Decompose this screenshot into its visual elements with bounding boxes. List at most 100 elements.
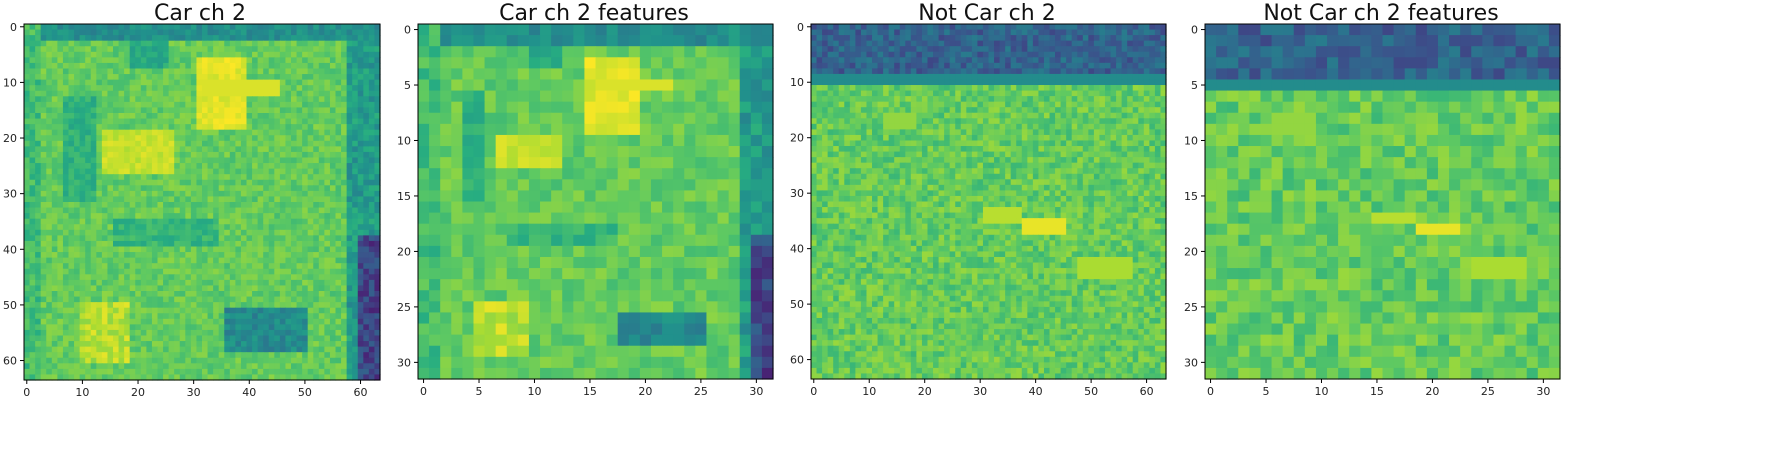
heatmap-cell xyxy=(240,185,248,192)
heatmap-cell xyxy=(118,190,125,198)
heatmap-cell xyxy=(573,79,585,92)
heatmap-cell xyxy=(96,101,103,109)
heatmap-cell xyxy=(29,101,36,109)
heatmap-cell xyxy=(352,179,359,186)
heatmap-cell xyxy=(706,201,719,214)
heatmap-cell xyxy=(213,218,220,225)
heatmap-cell xyxy=(135,202,142,209)
heatmap-cell xyxy=(196,224,203,231)
heatmap-cell xyxy=(202,29,209,36)
heatmap-cell xyxy=(473,90,486,103)
heatmap-cell xyxy=(451,279,463,291)
heatmap-cell xyxy=(96,124,103,131)
heatmap-cell xyxy=(274,296,281,303)
heatmap-cell xyxy=(179,185,186,192)
heatmap-cell xyxy=(257,79,264,86)
heatmap-cell xyxy=(79,346,86,353)
heatmap-cell xyxy=(90,124,97,131)
heatmap-cell xyxy=(57,157,64,164)
heatmap-cell xyxy=(107,296,114,303)
heatmap-cell xyxy=(268,329,275,337)
heatmap-cell xyxy=(324,185,331,192)
heatmap-cell xyxy=(174,357,181,364)
heatmap-cell xyxy=(318,296,325,303)
heatmap-cell xyxy=(196,279,203,287)
heatmap-cell xyxy=(174,229,181,236)
heatmap-cell xyxy=(285,207,292,214)
heatmap-cell xyxy=(695,123,708,136)
heatmap-cell xyxy=(462,146,475,158)
heatmap-cell xyxy=(263,163,270,170)
heatmap-cell xyxy=(146,101,153,109)
heatmap-cell xyxy=(96,135,103,142)
heatmap-cell xyxy=(313,40,320,47)
heatmap-cell xyxy=(179,135,186,142)
heatmap-cell xyxy=(495,123,508,136)
heatmap-cell xyxy=(62,302,70,309)
heatmap-cell xyxy=(662,112,674,125)
heatmap-cell xyxy=(129,213,136,220)
heatmap-cell xyxy=(517,256,530,269)
heatmap-cell xyxy=(129,57,136,64)
heatmap-cell xyxy=(650,123,663,136)
heatmap-cell xyxy=(695,301,708,314)
heatmap-cell xyxy=(90,101,97,109)
heatmap-cell xyxy=(118,285,125,292)
heatmap-cell xyxy=(307,57,314,64)
heatmap-cell xyxy=(628,146,641,158)
heatmap-cell xyxy=(218,62,225,70)
heatmap-cell xyxy=(341,235,348,242)
heatmap-cell xyxy=(429,179,441,191)
heatmap-cell xyxy=(252,118,259,125)
heatmap-cell xyxy=(313,218,320,225)
heatmap-cell xyxy=(40,29,47,36)
heatmap-cell xyxy=(313,196,320,203)
heatmap-cell xyxy=(429,301,441,314)
heatmap-cell xyxy=(68,74,75,81)
heatmap-cell xyxy=(252,235,259,242)
heatmap-cell xyxy=(368,224,376,231)
heatmap-cell xyxy=(484,68,497,81)
heatmap-cell xyxy=(429,256,441,269)
heatmap-cell xyxy=(129,329,136,337)
heatmap-cell xyxy=(185,62,192,70)
heatmap-cell xyxy=(628,268,641,280)
heatmap-cell xyxy=(584,46,597,58)
heatmap-cell xyxy=(357,40,364,47)
heatmap-cell xyxy=(146,96,153,103)
heatmap-cell xyxy=(257,35,264,42)
heatmap-cell xyxy=(85,240,92,248)
heatmap-cell xyxy=(224,246,231,253)
heatmap-cell xyxy=(62,68,70,75)
heatmap-cell xyxy=(51,307,58,314)
heatmap-cell xyxy=(617,179,630,191)
heatmap-cell xyxy=(706,157,719,169)
heatmap-cell xyxy=(302,229,309,236)
x-tick-label: 30 xyxy=(187,386,201,399)
heatmap-cell xyxy=(429,157,441,169)
heatmap-cell xyxy=(639,190,652,203)
heatmap-cell xyxy=(329,279,337,287)
heatmap-cell xyxy=(224,229,231,236)
heatmap-cell xyxy=(124,279,131,287)
heatmap-cell xyxy=(46,51,53,58)
heatmap-cell xyxy=(151,140,159,147)
heatmap-cell xyxy=(368,213,376,220)
heatmap-cell xyxy=(62,146,70,153)
heatmap-cell xyxy=(285,252,292,259)
heatmap-cell xyxy=(374,57,381,64)
heatmap-cell xyxy=(190,346,198,353)
heatmap-cell xyxy=(190,140,198,147)
heatmap-cell xyxy=(90,90,97,97)
heatmap-cell xyxy=(74,101,81,109)
heatmap-cell xyxy=(218,352,225,359)
heatmap-cell xyxy=(329,35,337,42)
heatmap-cell xyxy=(190,202,198,209)
heatmap-cell xyxy=(279,51,287,58)
heatmap-cell xyxy=(528,24,541,36)
heatmap-cell xyxy=(157,196,164,203)
heatmap-cell xyxy=(174,224,181,231)
heatmap-cell xyxy=(363,57,370,64)
heatmap-cell xyxy=(196,246,203,253)
heatmap-cell xyxy=(357,363,364,370)
